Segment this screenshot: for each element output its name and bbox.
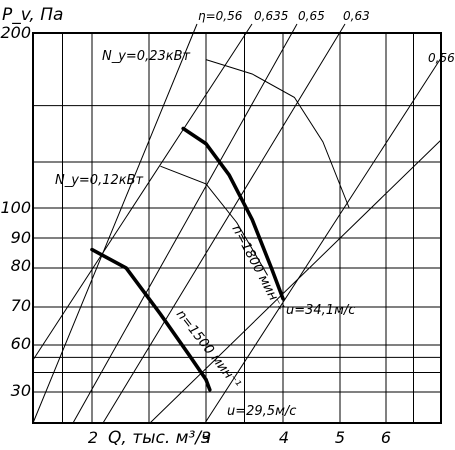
- series-power-3: [160, 165, 269, 276]
- y-axis-ticks: 200 100 90 80 70 60 30: [0, 23, 31, 400]
- y-tick-70: 70: [11, 296, 31, 315]
- power-label-012: N_у=0,12кВт: [55, 173, 144, 188]
- efficiency-line-1: [32, 23, 198, 424]
- efficiency-line-4: [102, 23, 346, 424]
- x-tick-4: 4: [279, 428, 289, 447]
- y-tick-60: 60: [11, 334, 31, 353]
- x-tick-6: 6: [381, 428, 391, 447]
- x-axis-label: Q, тыс. м³/ч: [108, 428, 211, 448]
- x-tick-5: 5: [335, 428, 345, 447]
- efficiency-line-2: [32, 23, 253, 361]
- y-tick-90: 90: [11, 228, 31, 247]
- velocity-label-29: u=29,5м/с: [227, 404, 296, 419]
- efficiency-line-5: [204, 57, 442, 424]
- x-tick-3: 3: [201, 428, 211, 447]
- eta-label-1: η=0,56: [198, 9, 243, 23]
- eta-label-3: 0,65: [298, 9, 325, 23]
- eta-label-4: 0,63: [343, 9, 370, 23]
- y-axis-label: P_v, Па: [2, 5, 63, 25]
- eta-label-5: 0,56: [428, 51, 455, 65]
- eta-label-2: 0,635: [254, 9, 288, 23]
- power-label-023: N_у=0,23кВт: [102, 49, 191, 64]
- series-speed-1: [90, 247, 212, 392]
- series-speed-0: [181, 126, 285, 301]
- efficiency-line-3: [72, 23, 298, 424]
- velocity-label-34: u=34,1м/с: [286, 303, 355, 318]
- x-axis-ticks: 2 3 4 5 6: [88, 428, 391, 447]
- y-tick-200: 200: [0, 23, 31, 42]
- y-tick-80: 80: [11, 256, 31, 275]
- x-tick-2: 2: [88, 428, 98, 447]
- grid: [33, 32, 441, 423]
- efficiency-line-6: [149, 139, 442, 424]
- y-tick-30: 30: [11, 381, 31, 400]
- y-tick-100: 100: [0, 198, 31, 217]
- series-power-2: [205, 59, 350, 209]
- efficiency-lines: [32, 23, 442, 424]
- speed-curves: [90, 126, 285, 392]
- plot-frame: [32, 32, 442, 424]
- efficiency-labels: η=0,56 0,635 0,65 0,63 0,56: [198, 9, 455, 65]
- power-curves: [160, 59, 350, 276]
